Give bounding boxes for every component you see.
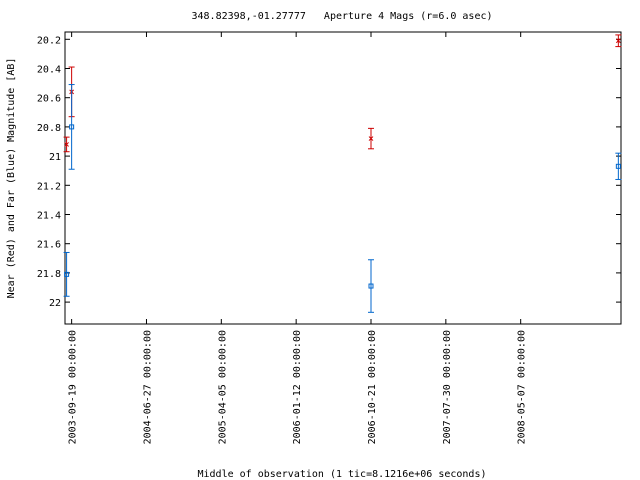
y-tick-label: 21.6 — [37, 240, 61, 251]
plot-frame — [64, 31, 622, 325]
data-point — [367, 259, 374, 313]
y-axis: 20.2 20.4 20.6 20.8 21 21.2 21.4 21.6 21.8 22 — [37, 35, 621, 309]
y-tick-label: 21 — [49, 152, 61, 163]
series-layer — [63, 34, 622, 313]
x-tick-label: 2003-09-19 00:00:00 — [68, 330, 79, 444]
point-marker — [368, 283, 374, 289]
data-point — [615, 34, 622, 48]
x-tick-label: 2004-06-27 00:00:00 — [142, 330, 153, 444]
y-tick-label: 21.4 — [37, 211, 61, 222]
y-tick-label: 22 — [49, 298, 61, 309]
y-axis-label: Near (Red) and Far (Blue) Magnitude [AB] — [6, 58, 17, 299]
x-tick-label: 2005-04-05 00:00:00 — [217, 330, 228, 444]
point-marker — [69, 124, 75, 130]
x-tick-label: 2006-01-12 00:00:00 — [292, 330, 303, 444]
x-tick-label: 2006-10-21 00:00:00 — [367, 330, 378, 444]
y-tick-label: 20.6 — [37, 94, 61, 105]
data-point — [63, 136, 70, 153]
point-marker — [615, 38, 621, 44]
y-tick-label: 20.8 — [37, 123, 61, 134]
chart-title: 348.82398,-01.27777 Aperture 4 Mags (r=6… — [191, 11, 492, 22]
y-tick-label: 21.8 — [37, 269, 61, 280]
data-point — [367, 127, 374, 150]
data-point — [63, 251, 70, 297]
data-point — [68, 84, 75, 170]
x-tick-label: 2008-05-07 00:00:00 — [517, 330, 528, 444]
x-axis: 2003-09-19 00:00:00 2004-06-27 00:00:00 20… — [68, 32, 528, 444]
point-marker — [368, 136, 374, 141]
point-marker — [64, 142, 69, 147]
y-tick-label: 21.2 — [37, 181, 61, 192]
data-point — [615, 152, 622, 180]
y-tick-label: 20.4 — [37, 65, 61, 76]
point-marker — [64, 271, 70, 277]
x-axis-label: Middle of observation (1 tic=8.1216e+06 … — [198, 469, 487, 480]
x-tick-label: 2007-07-30 00:00:00 — [442, 330, 453, 444]
y-tick-label: 20.2 — [37, 35, 61, 46]
point-marker — [615, 163, 621, 169]
